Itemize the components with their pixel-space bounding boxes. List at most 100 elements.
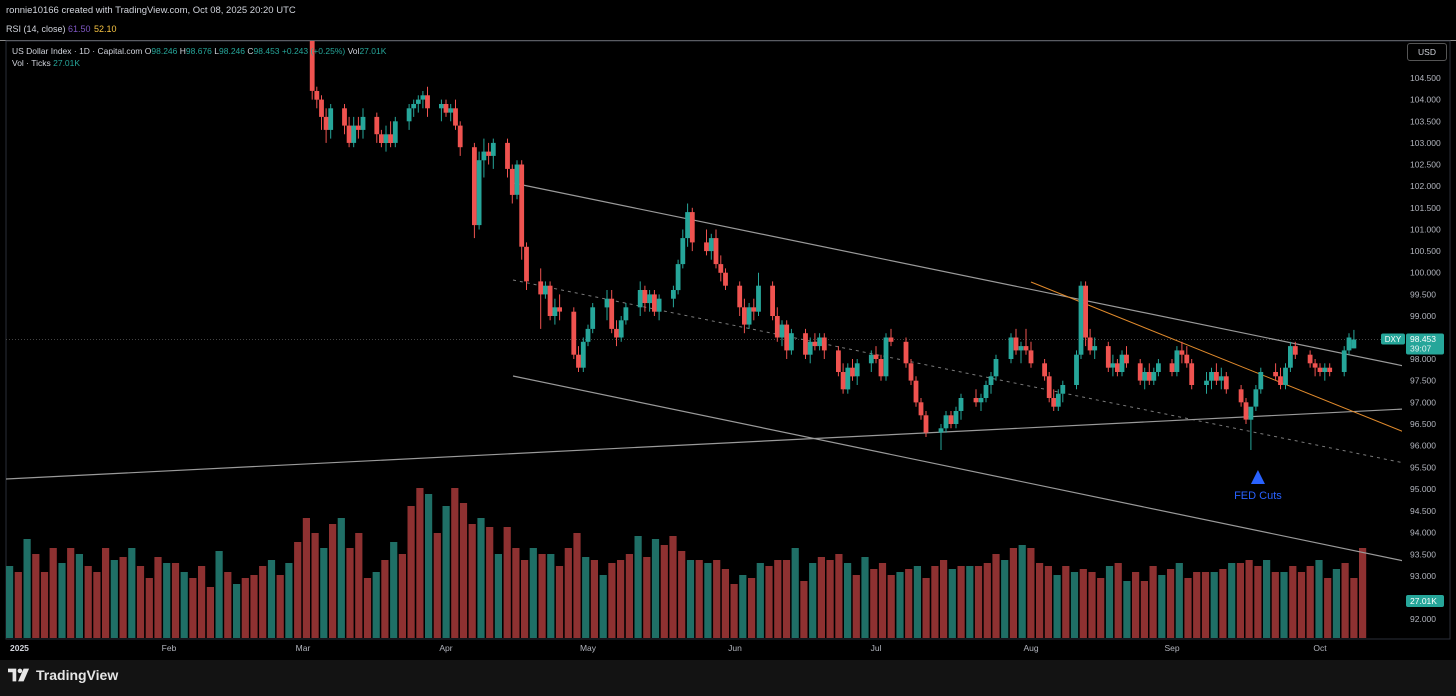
- y-axis-tick-label: 103.500: [1410, 116, 1441, 126]
- candle: [652, 290, 657, 316]
- candle: [637, 281, 643, 316]
- candle: [476, 151, 482, 230]
- volume-bar: [6, 566, 14, 638]
- candle: [439, 99, 444, 122]
- candle-body: [490, 142, 496, 156]
- candle-body: [472, 147, 477, 226]
- volume-bar: [1070, 572, 1079, 638]
- candle: [943, 411, 949, 433]
- candle-body: [420, 95, 426, 100]
- x-axis-tick-label: 2025: [10, 643, 29, 653]
- volume-bar: [704, 563, 712, 638]
- candle: [680, 229, 686, 269]
- symbol-label: US Dollar Index · 1D · Capital.com: [12, 46, 143, 56]
- volume-bar: [337, 518, 345, 638]
- candle: [472, 142, 477, 239]
- candle: [1110, 354, 1116, 377]
- candle-body: [388, 134, 393, 143]
- volume-bar: [599, 575, 607, 638]
- candle: [585, 324, 591, 347]
- volume-bar: [983, 563, 991, 638]
- volume-bar: [1289, 566, 1297, 638]
- volume-bar: [512, 548, 520, 638]
- price-tag-countdown: 39:07: [1410, 344, 1432, 354]
- volume-bar: [40, 572, 49, 638]
- y-axis-tick-label: 95.000: [1410, 484, 1436, 494]
- candle: [883, 333, 889, 381]
- y-axis-tick-label: 101.500: [1410, 203, 1441, 213]
- candle: [623, 303, 629, 325]
- volume-bar: [416, 488, 424, 638]
- volume-bar: [538, 554, 546, 638]
- candle: [415, 95, 421, 113]
- candle-body: [1218, 376, 1224, 381]
- candle-body: [774, 316, 780, 338]
- candle-body: [538, 281, 544, 295]
- volume-bar: [84, 566, 92, 638]
- candle-body: [836, 350, 841, 372]
- candle: [505, 138, 510, 178]
- candle: [1312, 359, 1318, 377]
- candle-body: [652, 294, 657, 312]
- volume-bar: [870, 569, 878, 638]
- candle: [543, 281, 548, 299]
- volume-bar: [128, 548, 136, 638]
- candle-body: [647, 294, 652, 304]
- volume-bar: [835, 554, 843, 638]
- volume-bar: [756, 563, 764, 638]
- candle: [524, 242, 529, 290]
- candle: [1283, 363, 1288, 390]
- volume-bar: [49, 548, 57, 638]
- channel-upper-line: [512, 182, 1402, 367]
- candle-body: [1124, 354, 1129, 364]
- candle-body: [1292, 346, 1298, 355]
- candle-body: [580, 341, 586, 368]
- candle-body: [680, 238, 686, 265]
- tradingview-logo[interactable]: TradingView: [8, 667, 118, 683]
- volume-bar: [957, 566, 965, 638]
- volume-bar: [1193, 572, 1201, 638]
- candle-body: [888, 337, 894, 342]
- candle-body: [704, 242, 709, 252]
- volume-bar: [1079, 569, 1087, 638]
- low-label: L: [214, 46, 220, 56]
- candle: [850, 359, 855, 381]
- y-axis-tick-label: 97.000: [1410, 397, 1436, 407]
- candle-body: [1189, 363, 1195, 385]
- candle-body: [1042, 363, 1047, 377]
- volume-bar: [276, 575, 284, 638]
- candle: [918, 398, 924, 420]
- close-value: 98.453: [253, 46, 280, 56]
- candle-body: [576, 354, 581, 368]
- volume-bar: [215, 551, 223, 638]
- candle: [807, 337, 813, 364]
- volume-bar: [381, 560, 389, 638]
- candle-body: [1013, 337, 1019, 351]
- candle: [604, 290, 610, 321]
- candle: [411, 99, 417, 117]
- candle-body: [1083, 285, 1088, 338]
- currency-button[interactable]: USD: [1407, 43, 1447, 61]
- candle-body: [737, 285, 743, 308]
- candle-body: [1209, 372, 1214, 381]
- candle-body: [323, 116, 329, 130]
- candle-body: [351, 125, 357, 143]
- y-axis-tick-label: 99.500: [1410, 289, 1436, 299]
- candle-body: [1146, 372, 1152, 381]
- candle-body: [958, 398, 964, 411]
- volume-bar: [660, 545, 668, 638]
- volume-tag-box: [1406, 595, 1444, 607]
- candle: [878, 354, 884, 381]
- volume-bar: [1114, 563, 1122, 638]
- candle: [888, 328, 894, 347]
- candle: [580, 337, 586, 372]
- candle: [1307, 350, 1313, 368]
- volume-bar: [1350, 578, 1358, 638]
- candle-body: [514, 164, 520, 195]
- y-axis-tick-label: 93.500: [1410, 549, 1436, 559]
- volume-bar: [948, 569, 956, 638]
- volume-bar: [678, 551, 686, 638]
- volume-bar: [1263, 560, 1271, 638]
- candle: [1292, 341, 1298, 359]
